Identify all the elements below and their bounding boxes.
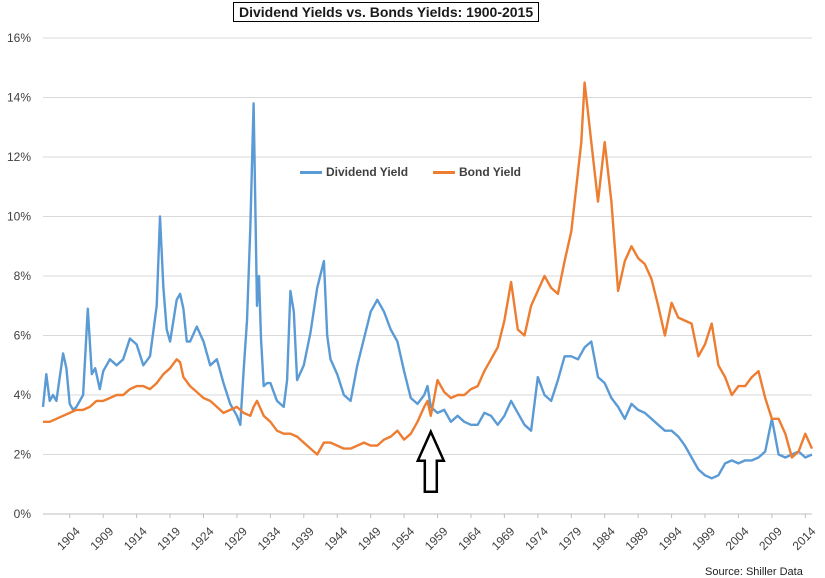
series-line-bond-yield — [43, 81, 814, 459]
legend-item-bond-yield: Bond Yield — [433, 165, 521, 179]
x-tick-label: 2004 — [723, 524, 752, 553]
x-tick-label: 1979 — [556, 524, 585, 553]
legend-swatch-dividend — [300, 170, 322, 174]
x-tick-label: 1929 — [221, 524, 250, 553]
x-tick-label: 1954 — [388, 524, 417, 553]
x-tick-label: 1914 — [121, 524, 150, 553]
legend-label-bond: Bond Yield — [459, 165, 522, 179]
x-tick-label: 1934 — [255, 524, 284, 553]
x-tick-label: 1909 — [88, 524, 117, 553]
x-tick-label: 1959 — [422, 524, 451, 553]
annotation-group — [415, 428, 446, 493]
x-tick-label: 1939 — [288, 524, 317, 553]
y-tick-label: 10% — [7, 210, 31, 224]
arrow-up-icon — [415, 428, 446, 493]
chart-title: Dividend Yields vs. Bonds Yields: 1900-2… — [233, 2, 540, 22]
x-tick-label: 1904 — [54, 524, 83, 553]
x-tick-label: 1984 — [589, 524, 618, 553]
x-tick-label: 1964 — [455, 524, 484, 553]
series-group — [41, 81, 814, 480]
legend-item-dividend-yield: Dividend Yield — [300, 165, 408, 179]
x-tick-label: 1919 — [154, 524, 183, 553]
legend-swatch-bond — [433, 170, 455, 174]
y-tick-label: 4% — [14, 388, 32, 402]
x-tick-label: 1974 — [522, 524, 551, 553]
x-tick-label: 1949 — [355, 524, 384, 553]
x-tick-label: 2014 — [790, 524, 819, 553]
y-tick-label: 6% — [14, 329, 32, 343]
legend-label-dividend: Dividend Yield — [326, 165, 409, 179]
x-tick-label: 1969 — [489, 524, 518, 553]
y-tick-label: 2% — [14, 448, 32, 462]
y-axis-ticks: 0% 2% 4% 6% 8% 10% 12% 14% 16% — [7, 31, 31, 521]
source-note: Source: Shiller Data — [705, 566, 803, 578]
x-tick-label: 1999 — [689, 524, 718, 553]
x-tick-label: 1944 — [322, 524, 351, 553]
series-line-dividend-yield — [41, 102, 813, 480]
y-tick-label: 16% — [7, 31, 31, 45]
y-tick-label: 0% — [14, 507, 32, 521]
y-tick-label: 8% — [14, 269, 32, 283]
y-tick-label: 14% — [7, 91, 31, 105]
x-tick-label: 1994 — [656, 524, 685, 553]
y-tick-label: 12% — [7, 150, 31, 164]
x-axis: 1904 1909 1914 1919 1924 1929 1934 1939 1944 1949… — [43, 513, 819, 553]
x-tick-label: 1924 — [188, 524, 217, 553]
x-tick-label: 2009 — [756, 524, 785, 553]
x-tick-label: 1989 — [622, 524, 651, 553]
